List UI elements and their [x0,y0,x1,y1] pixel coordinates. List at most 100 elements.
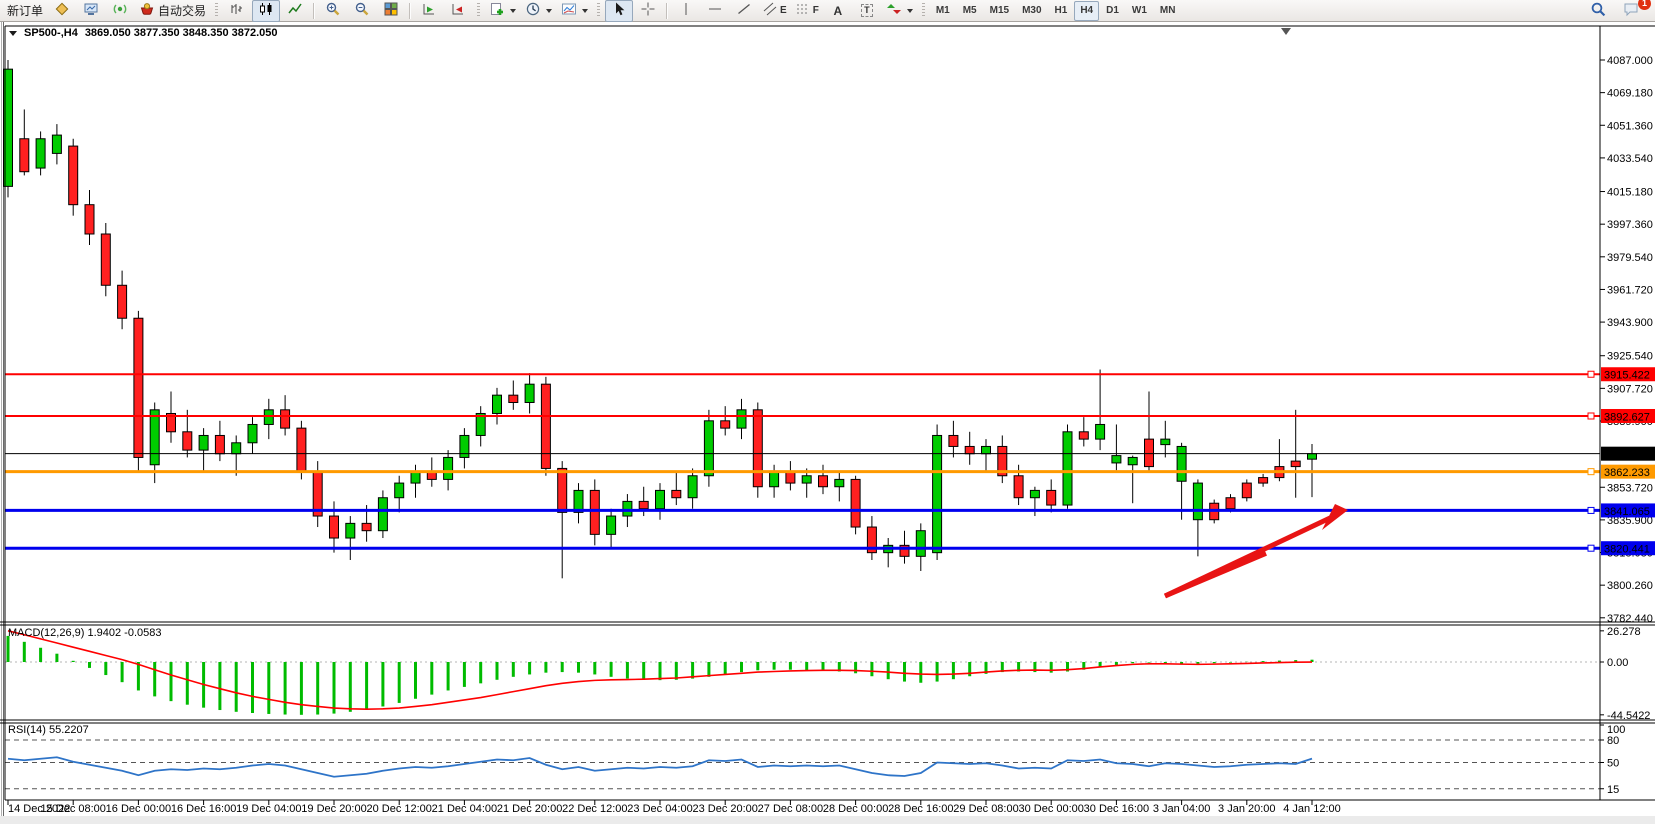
svg-text:23 Dec 20:00: 23 Dec 20:00 [692,803,757,815]
toolbar-separator [666,2,669,19]
algo-trading-button[interactable]: 自动交易 [135,0,210,22]
tile-windows-button[interactable] [377,0,405,22]
new-chart-button[interactable] [485,0,520,22]
svg-text:3862.233: 3862.233 [1604,467,1650,479]
timeframe-h4-button[interactable]: H4 [1074,0,1100,21]
clock-icon [525,1,541,20]
candle [84,204,95,235]
svg-text:4015.180: 4015.180 [1607,187,1653,199]
zoom-in-button[interactable] [319,0,347,22]
hline-handle[interactable] [1587,370,1595,378]
candle [19,138,30,173]
svg-text:28 Dec 00:00: 28 Dec 00:00 [823,803,888,815]
candle [1046,489,1057,506]
rsi-indicator-label: RSI(14) 55.2207 [8,724,89,736]
candle [361,522,372,532]
hline-handle[interactable] [1587,412,1595,420]
timeframe-m5-button[interactable]: M5 [962,4,977,16]
new-chart-icon [489,1,505,20]
candle [280,409,291,429]
fibonacci-tool-button[interactable]: F [792,0,823,22]
hline-handle[interactable] [1587,506,1595,514]
candle [866,526,877,554]
candle [1127,456,1138,466]
text-label-tool-button[interactable]: T [853,0,881,22]
hline-handle[interactable] [1587,544,1595,552]
crosshair-tool-button[interactable] [634,0,662,22]
algo-trading-label: 自动交易 [158,4,207,18]
svg-text:4033.540: 4033.540 [1607,153,1653,165]
cursor-tool-button[interactable] [605,0,634,22]
chart-properties-button[interactable] [557,0,592,22]
candle [394,482,405,499]
fibonacci-icon [796,1,810,20]
svg-text:16 Dec 16:00: 16 Dec 16:00 [171,803,236,815]
chart-shift-marker[interactable] [1281,28,1291,35]
chat-button[interactable]: 1 [1618,0,1651,22]
candle [818,475,828,488]
timeframe-m30-button[interactable]: M30 [1022,4,1042,16]
svg-text:4 Jan 12:00: 4 Jan 12:00 [1283,803,1341,815]
chart-shift-button[interactable] [444,0,472,22]
horizontal-line-tool-button[interactable] [701,0,729,22]
vertical-line-tool-button[interactable] [672,0,700,22]
periods-button[interactable] [521,0,556,22]
candle [638,500,649,510]
timeframe-m15-button[interactable]: M15 [989,4,1010,16]
equidistant-channel-tool-button[interactable]: E [759,0,791,22]
line-chart-button[interactable] [281,0,309,22]
candle [149,409,160,466]
candle [1062,431,1073,506]
auto-scroll-button[interactable] [415,0,443,22]
arrow-annotation[interactable] [1163,504,1348,599]
one-click-trading-icon[interactable] [9,30,17,36]
arrows-tool-button[interactable] [882,0,917,22]
chart-properties-icon [561,1,577,20]
candle [769,471,780,488]
candle [720,420,731,429]
svg-text:3 Jan 20:00: 3 Jan 20:00 [1218,803,1276,815]
terminal-button[interactable] [77,0,105,22]
candle [850,478,861,528]
candle [703,420,714,477]
bar-chart-button[interactable] [223,0,251,22]
hline-handle[interactable] [1587,468,1595,476]
metaeditor-button[interactable] [48,0,76,22]
timeframe-h1-button[interactable]: H1 [1054,4,1068,16]
search-button[interactable] [1584,0,1612,22]
candle [475,412,486,436]
svg-text:3820.441: 3820.441 [1604,544,1650,556]
candle [785,471,796,484]
candle [198,434,209,451]
trendline-tool-button[interactable] [730,0,758,22]
trendline-icon [736,1,752,20]
toolbar-separator [409,2,412,19]
text-tool-glyph: A [833,3,843,18]
signals-button[interactable] [106,0,134,22]
candle [1160,438,1171,446]
new-order-button[interactable]: 新订单 [3,0,47,22]
chart-window[interactable]: SP500-,H4 3869.050 3877.350 3848.350 387… [0,22,1655,824]
candle [3,68,13,187]
candle [948,434,959,447]
notification-badge: 1 [1638,0,1651,10]
timeframe-d1-button[interactable]: D1 [1106,4,1119,16]
price-chart-canvas[interactable]: 4087.000 4069.180 4051.360 4033.540 4015.180… [0,22,1655,824]
text-tool-button[interactable]: A [824,0,852,22]
chart-title: SP500-,H4 3869.050 3877.350 3848.350 387… [9,27,278,39]
candle [35,138,46,169]
candlestick-chart-button[interactable] [252,0,281,22]
window-bottom-strip [0,816,1655,824]
zoom-out-button[interactable] [348,0,376,22]
toolbar-drag-handle [215,3,219,18]
macd-pane: 26.278 0.00 -44.5422 [5,626,1650,722]
toolbar-separator [313,2,316,19]
arrows-dropdown-caret [906,8,913,13]
candle [606,515,617,535]
timeframe-w1-button[interactable]: W1 [1131,4,1147,16]
timeframe-m1-button[interactable]: M1 [935,4,950,16]
svg-text:0.00: 0.00 [1607,657,1628,669]
timeframe-mn-button[interactable]: MN [1159,4,1176,16]
svg-text:3979.540: 3979.540 [1607,252,1653,264]
